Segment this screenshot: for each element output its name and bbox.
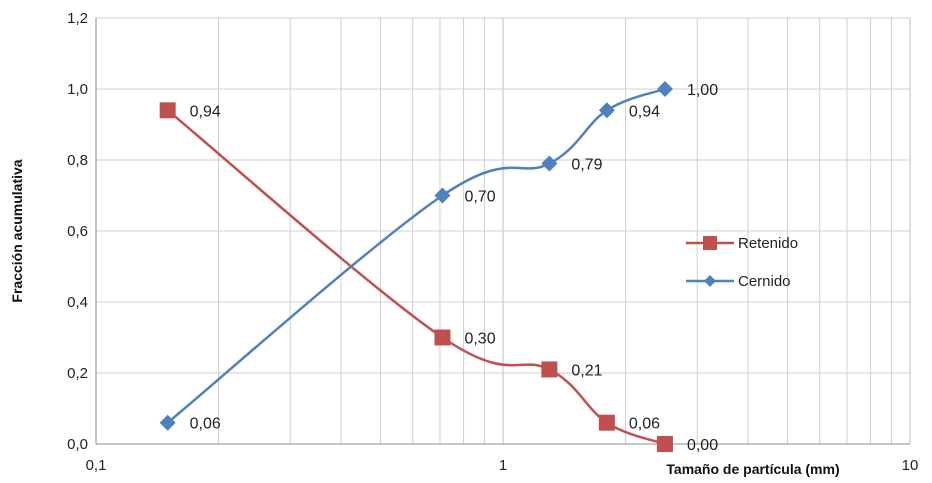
data-point-cernido bbox=[656, 81, 673, 97]
legend-label-retenido: Retenido bbox=[738, 235, 798, 252]
legend-marker-cernido bbox=[704, 275, 716, 287]
legend-item-cernido: Cernido bbox=[686, 273, 791, 290]
data-label-retenido: 0,30 bbox=[464, 331, 495, 348]
y-tick-label: 0,8 bbox=[67, 152, 88, 169]
y-tick-label: 0,4 bbox=[67, 294, 88, 311]
legend-label-cernido: Cernido bbox=[738, 273, 791, 290]
data-point-cernido bbox=[598, 102, 615, 119]
y-tick-label: 0,0 bbox=[67, 436, 88, 453]
y-tick-label: 1,0 bbox=[67, 81, 88, 98]
y-tick-label: 1,2 bbox=[67, 10, 88, 27]
grid bbox=[95, 17, 911, 445]
data-label-cernido: 0,06 bbox=[190, 416, 221, 433]
y-tick-label: 0,6 bbox=[67, 223, 88, 240]
series-cernido: 0,06 0,70 0,79 0,94 1,00 bbox=[159, 81, 718, 433]
x-tick-label: 1 bbox=[499, 457, 507, 474]
data-point-cernido bbox=[434, 187, 451, 204]
data-label-retenido: 0,06 bbox=[629, 416, 660, 433]
data-label-retenido: 0,00 bbox=[687, 437, 718, 454]
x-tick-label: 0,1 bbox=[86, 457, 107, 474]
legend-marker-retenido bbox=[703, 236, 717, 250]
x-axis-title: Tamaño de partícula (mm) bbox=[666, 461, 839, 477]
data-point-retenido bbox=[541, 361, 558, 378]
tick-labels: 0,0 0,2 0,4 0,6 0,8 1,0 1,2 0,1 1 10 bbox=[67, 10, 918, 474]
data-label-cernido: 0,70 bbox=[464, 189, 495, 206]
data-label-cernido: 0,79 bbox=[571, 157, 602, 174]
legend-item-retenido: Retenido bbox=[686, 235, 798, 252]
y-tick-label: 0,2 bbox=[67, 365, 88, 382]
series-group: 0,94 0,30 0,21 0,06 0,00 0,06 0,70 0,79 0,94 1,00 bbox=[159, 81, 718, 454]
series-retenido: 0,94 0,30 0,21 0,06 0,00 bbox=[159, 102, 718, 454]
data-label-retenido: 0,94 bbox=[190, 103, 221, 120]
data-point-retenido bbox=[656, 436, 673, 452]
data-point-cernido bbox=[541, 155, 558, 172]
data-label-cernido: 1,00 bbox=[687, 82, 718, 99]
x-tick-label: 10 bbox=[902, 457, 919, 474]
legend: Retenido Cernido bbox=[686, 235, 798, 290]
data-point-retenido bbox=[434, 329, 451, 346]
data-point-retenido bbox=[159, 102, 176, 119]
y-axis-title: Fracción acumulativa bbox=[9, 159, 25, 302]
data-label-cernido: 0,94 bbox=[629, 103, 660, 120]
data-label-retenido: 0,21 bbox=[571, 362, 602, 379]
data-point-retenido bbox=[598, 414, 615, 431]
data-point-cernido bbox=[159, 414, 176, 431]
